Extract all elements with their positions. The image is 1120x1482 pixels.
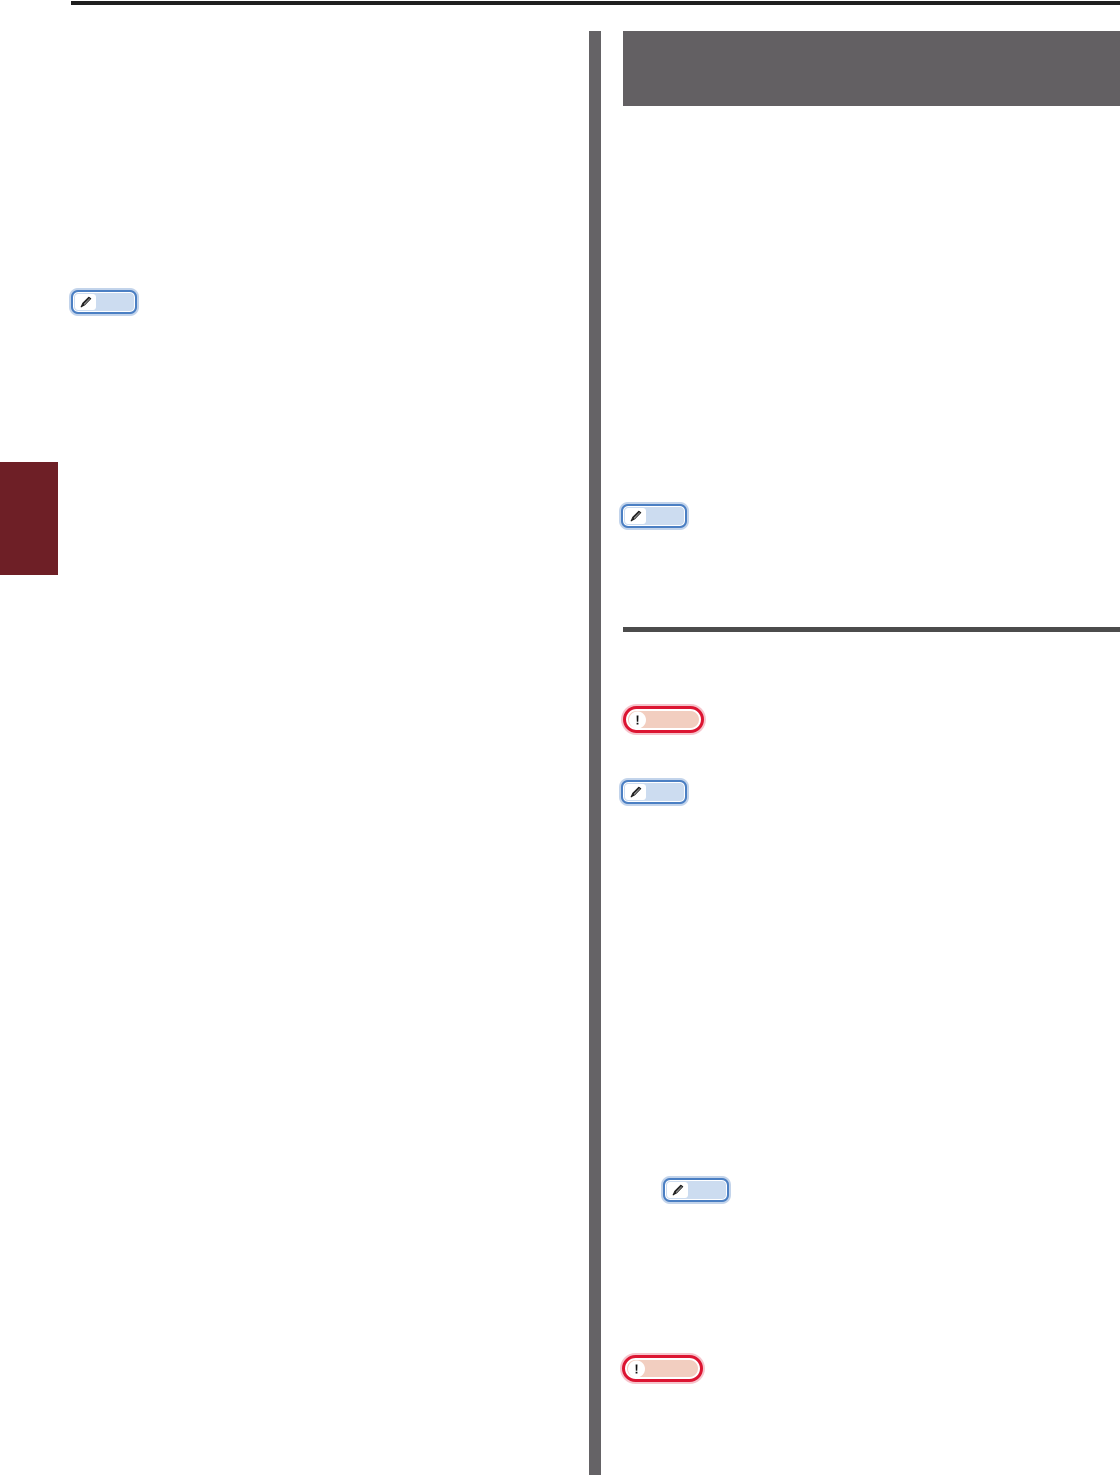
pencil-icon: [625, 508, 646, 524]
memo-badge: [621, 780, 687, 804]
column-divider: [589, 31, 601, 1475]
page-top-rule: [71, 1, 1120, 5]
pencil-icon: [75, 294, 96, 310]
pencil-icon: [625, 784, 646, 800]
exclamation-icon: !: [628, 1360, 645, 1377]
pencil-icon: [667, 1182, 688, 1198]
section-divider-rule: [623, 627, 1120, 632]
section-header-banner: [623, 31, 1120, 106]
exclamation-icon: !: [629, 711, 646, 728]
memo-badge: [71, 290, 137, 314]
note-badge: !: [623, 706, 704, 733]
note-badge: !: [622, 1355, 703, 1382]
chapter-side-tab: [0, 462, 58, 575]
memo-badge: [621, 504, 687, 528]
memo-badge: [663, 1178, 729, 1202]
